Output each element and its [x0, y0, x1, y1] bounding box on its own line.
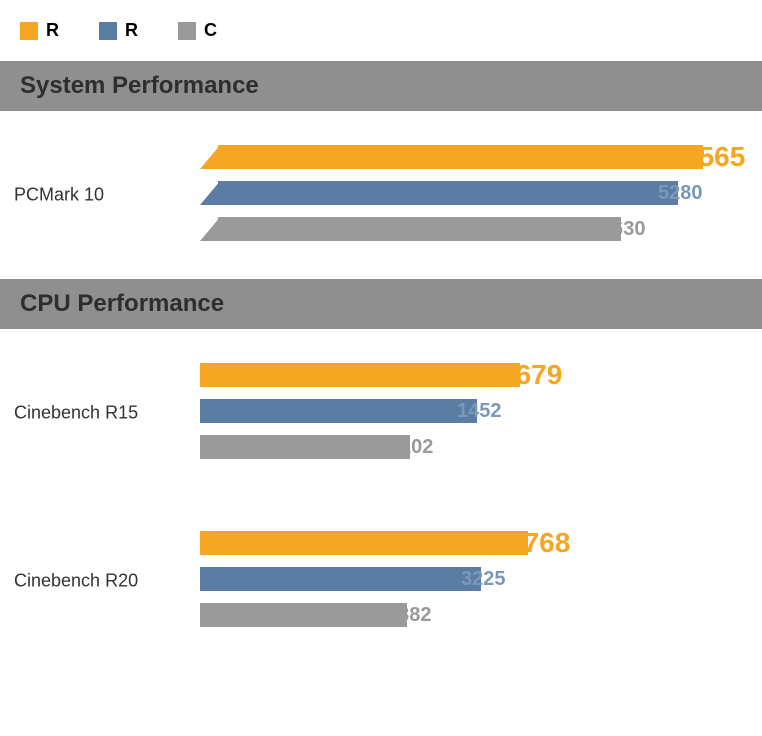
bar-group: 3768 3225 2382: [200, 527, 740, 631]
bar-value: 4630: [601, 219, 646, 239]
bar-value: 3768: [508, 529, 570, 557]
benchmark-label: Cinebench R15: [14, 403, 138, 424]
legend-swatch-3: [178, 22, 196, 40]
legend-item-2: R: [99, 20, 138, 41]
section-header-1: System Performance: [0, 61, 762, 111]
section-header-2: CPU Performance: [0, 279, 762, 329]
bar-row: 5565: [200, 141, 740, 173]
legend-label-1: R: [46, 20, 59, 41]
bar-value: 1679: [500, 361, 562, 389]
section-title-2: CPU Performance: [20, 290, 224, 318]
chart-container: R R C System Performance PCMark 10 5565 …: [0, 0, 762, 665]
bar-row: 5280: [200, 177, 740, 209]
bar-row: 1452: [200, 395, 740, 427]
bar-series3: [200, 603, 407, 627]
bar-row: 2382: [200, 599, 740, 631]
bar-value: 1102: [390, 437, 433, 457]
legend-label-2: R: [125, 20, 138, 41]
bar-group: 1679 1452 1102: [200, 359, 740, 463]
bar-series2: [218, 181, 678, 205]
bar-row: 3225: [200, 563, 740, 595]
bar-series3: [218, 217, 621, 241]
legend-swatch-2: [99, 22, 117, 40]
bar-series2: [200, 567, 481, 591]
benchmark-cb-r20: Cinebench R20 3768 3225 2382: [0, 497, 762, 665]
bar-row: 3768: [200, 527, 740, 559]
bar-value: 2382: [387, 605, 432, 625]
bar-row: 1679: [200, 359, 740, 391]
bar-series1: [218, 145, 703, 169]
bar-series3: [200, 435, 410, 459]
bar-series2: [200, 399, 477, 423]
bar-value: 5565: [683, 143, 745, 171]
bar-row: 1102: [200, 431, 740, 463]
legend-item-1: R: [20, 20, 59, 41]
bar-value: 5280: [658, 183, 703, 203]
legend: R R C: [0, 0, 762, 61]
benchmark-label: PCMark 10: [14, 185, 104, 206]
bar-row: 4630: [200, 213, 740, 245]
benchmark-label: Cinebench R20: [14, 571, 138, 592]
section-title-1: System Performance: [20, 72, 259, 100]
benchmark-pcmark10: PCMark 10 5565 5280 4630: [0, 111, 762, 279]
bar-group: 5565 5280 4630: [200, 141, 740, 245]
legend-label-3: C: [204, 20, 217, 41]
bar-value: 3225: [461, 569, 506, 589]
benchmark-cb-r15: Cinebench R15 1679 1452 1102: [0, 329, 762, 497]
legend-item-3: C: [178, 20, 217, 41]
legend-swatch-1: [20, 22, 38, 40]
bar-value: 1452: [457, 401, 502, 421]
bar-series1: [200, 531, 528, 555]
bar-series1: [200, 363, 520, 387]
